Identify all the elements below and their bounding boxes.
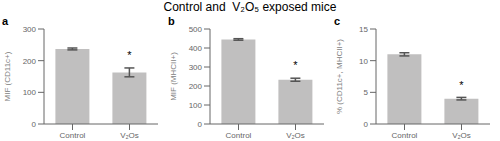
svg-text:V₂Os: V₂Os [120, 131, 139, 140]
svg-text:MIF (MHCII+): MIF (MHCII+) [169, 52, 178, 101]
svg-text:*: * [459, 79, 464, 91]
svg-text:200: 200 [189, 82, 203, 91]
html-text:c: c [334, 15, 341, 27]
html-text:a: a [2, 15, 9, 27]
svg-text:*: * [127, 49, 132, 61]
svg-text:*: * [293, 59, 298, 71]
svg-text:MIF (CD11c+): MIF (CD11c+) [8, 51, 12, 101]
svg-text:15: 15 [359, 25, 368, 34]
svg-text:400: 400 [189, 44, 203, 53]
html-text:Control and V₂O₅ exposed mice: Control and V₂O₅ exposed mice [163, 0, 337, 14]
svg-text:10: 10 [359, 57, 368, 66]
svg-text:200: 200 [23, 57, 37, 66]
svg-text:500: 500 [189, 25, 203, 34]
svg-text:Control: Control [60, 131, 86, 140]
svg-text:V₂Os: V₂Os [452, 131, 471, 140]
svg-text:% (CD11c+, MHCII+): % (CD11c+, MHCII+) [335, 39, 344, 114]
html-text:b: b [168, 15, 175, 27]
svg-text:300: 300 [189, 63, 203, 72]
svg-text:Control: Control [392, 131, 418, 140]
svg-text:Control: Control [226, 131, 252, 140]
svg-text:V₂Os: V₂Os [286, 131, 305, 140]
svg-text:0: 0 [32, 120, 37, 129]
svg-text:0: 0 [364, 120, 369, 129]
svg-text:100: 100 [189, 101, 203, 110]
svg-text:300: 300 [23, 25, 37, 34]
svg-text:100: 100 [23, 88, 37, 97]
svg-text:0: 0 [198, 120, 203, 129]
svg-text:5: 5 [364, 88, 369, 97]
